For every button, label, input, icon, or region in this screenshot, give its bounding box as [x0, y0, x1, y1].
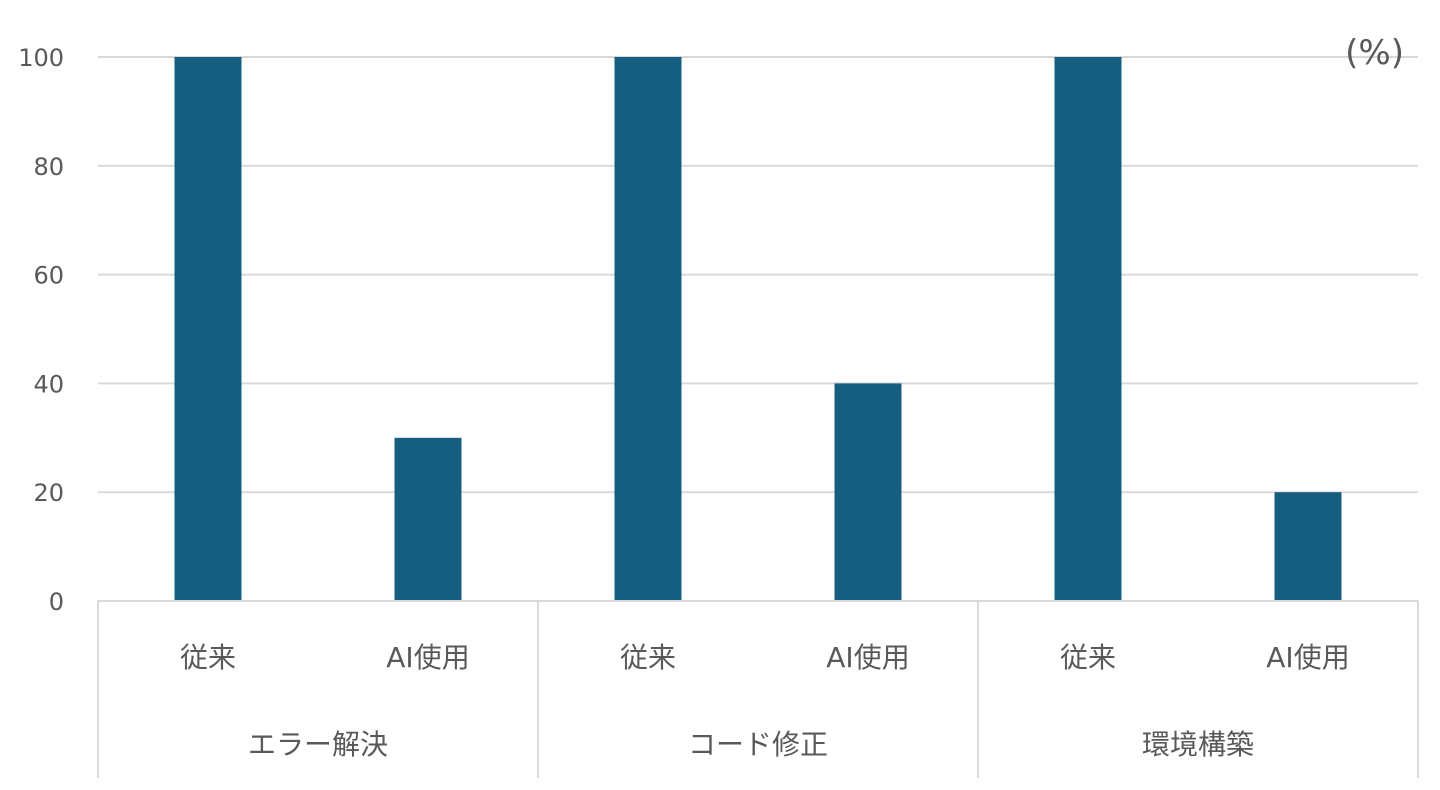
- bar: [834, 383, 902, 601]
- y-axis: 0 20 40 60 80 100: [18, 44, 64, 616]
- bar: [174, 57, 242, 601]
- x-category-label: AI使用: [386, 641, 469, 674]
- gridlines: [98, 56, 1418, 494]
- y-tick-label: 100: [18, 44, 64, 72]
- x-category-label: 従来: [620, 641, 676, 674]
- x-category-label: AI使用: [826, 641, 909, 674]
- y-tick-label: 80: [33, 153, 64, 181]
- x-category-label: 従来: [1060, 641, 1116, 674]
- bar: [1274, 492, 1342, 601]
- x-category-label: 従来: [180, 641, 236, 674]
- y-tick-label: 0: [49, 588, 64, 616]
- bars: [174, 57, 1342, 601]
- x-group-label: コード修正: [688, 728, 828, 761]
- unit-label: (%): [1345, 33, 1404, 73]
- x-category-label: AI使用: [1266, 641, 1349, 674]
- y-tick-label: 60: [33, 262, 64, 290]
- bar: [394, 437, 462, 601]
- x-group-label: 環境構築: [1142, 728, 1254, 761]
- y-tick-label: 20: [33, 479, 64, 507]
- bar: [1054, 57, 1122, 601]
- bar: [614, 57, 682, 601]
- y-tick-label: 40: [33, 370, 64, 398]
- x-group-label: エラー解決: [248, 728, 388, 761]
